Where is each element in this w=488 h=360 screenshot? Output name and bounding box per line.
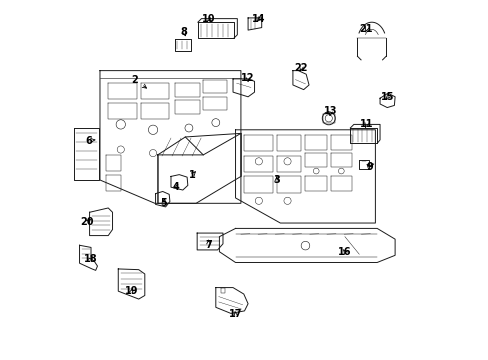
Text: 19: 19 [124, 286, 138, 296]
Text: 18: 18 [84, 254, 98, 264]
Text: 3: 3 [273, 175, 280, 185]
Text: 20: 20 [81, 217, 94, 227]
Text: 17: 17 [228, 310, 242, 319]
Text: 1: 1 [189, 170, 196, 180]
Text: 15: 15 [381, 92, 394, 102]
Text: 12: 12 [241, 73, 254, 83]
Text: 16: 16 [338, 247, 351, 257]
Text: 7: 7 [205, 239, 212, 249]
Text: 2: 2 [131, 75, 146, 88]
Text: 21: 21 [359, 24, 372, 35]
Text: 9: 9 [366, 162, 373, 172]
Text: 14: 14 [252, 14, 265, 24]
Text: 6: 6 [85, 136, 95, 145]
Text: 13: 13 [323, 106, 337, 116]
Text: 11: 11 [359, 120, 372, 129]
Text: 5: 5 [160, 198, 167, 208]
Text: 8: 8 [180, 27, 186, 37]
Text: 22: 22 [294, 63, 307, 73]
Text: 4: 4 [173, 182, 180, 192]
Text: 10: 10 [202, 14, 215, 24]
